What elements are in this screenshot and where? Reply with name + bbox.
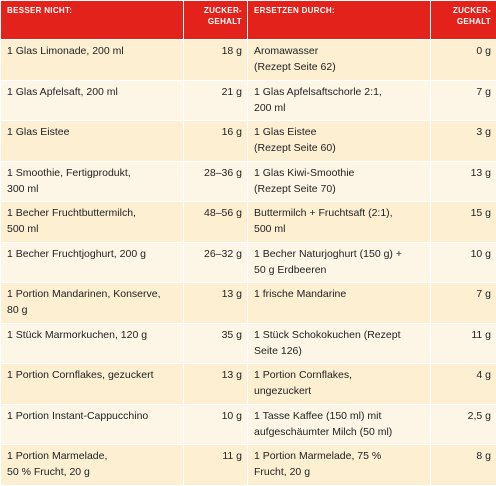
food-cell: 1 Smoothie, Fertigprodukt, 300 ml: [1, 161, 184, 202]
food-cell: 1 Portion Cornflakes, gezuckert: [1, 364, 184, 405]
sugar-cell: 10 g: [184, 404, 248, 445]
food-cell: 1 Glas Kiwi-Smoothie (Rezept Seite 70): [248, 161, 431, 202]
sugar-cell: 0 g: [431, 40, 496, 81]
food-cell: 1 Portion Marmelade, 75 % Frucht, 20 g: [248, 445, 431, 486]
header-cell: ERSETZEN DURCH:: [248, 1, 431, 40]
sugar-cell: 7 g: [431, 80, 496, 121]
sugar-cell: 10 g: [431, 242, 496, 283]
food-cell: 1 Portion Mandarinen, Konserve, 80 g: [1, 283, 184, 324]
food-cell: 1 Stück Marmorkuchen, 120 g: [1, 323, 184, 364]
sugar-cell: 28–36 g: [184, 161, 248, 202]
food-cell: 1 Portion Cornflakes, ungezuckert: [248, 364, 431, 405]
sugar-cell: 2,5 g: [431, 404, 496, 445]
sugar-cell: 3 g: [431, 121, 496, 162]
header-cell: ZUCKER- GEHALT: [431, 1, 496, 40]
food-cell: 1 Tasse Kaffee (150 ml) mit aufgeschäumt…: [248, 404, 431, 445]
food-cell: 1 Glas Apfelsaft, 200 ml: [1, 80, 184, 121]
food-cell: 1 frische Mandarine: [248, 283, 431, 324]
food-cell: 1 Glas Eistee (Rezept Seite 60): [248, 121, 431, 162]
header-cell: BESSER NICHT:: [1, 1, 184, 40]
sugar-cell: 4 g: [431, 364, 496, 405]
food-cell: 1 Stück Schokokuchen (Rezept Seite 126): [248, 323, 431, 364]
sugar-cell: 15 g: [431, 202, 496, 243]
food-cell: 1 Glas Apfelsaftschorle 2:1, 200 ml: [248, 80, 431, 121]
sugar-cell: 11 g: [431, 323, 496, 364]
sugar-cell: 35 g: [184, 323, 248, 364]
food-cell: 1 Glas Limonade, 200 ml: [1, 40, 184, 81]
food-cell: 1 Glas Eistee: [1, 121, 184, 162]
food-cell: 1 Becher Fruchtjoghurt, 200 g: [1, 242, 184, 283]
sugar-cell: 48–56 g: [184, 202, 248, 243]
food-cell: 1 Becher Fruchtbuttermilch, 500 ml: [1, 202, 184, 243]
sugar-cell: 16 g: [184, 121, 248, 162]
sugar-cell: 8 g: [431, 445, 496, 486]
sugar-cell: 21 g: [184, 80, 248, 121]
sugar-cell: 13 g: [184, 283, 248, 324]
food-cell: 1 Becher Naturjoghurt (150 g) + 50 g Erd…: [248, 242, 431, 283]
sugar-cell: 13 g: [431, 161, 496, 202]
sugar-cell: 18 g: [184, 40, 248, 81]
sugar-cell: 11 g: [184, 445, 248, 486]
food-cell: Buttermilch + Fruchtsaft (2:1), 500 ml: [248, 202, 431, 243]
food-cell: 1 Portion Marmelade, 50 % Frucht, 20 g: [1, 445, 184, 486]
food-cell: Aromawasser (Rezept Seite 62): [248, 40, 431, 81]
sugar-cell: 26–32 g: [184, 242, 248, 283]
sugar-cell: 7 g: [431, 283, 496, 324]
header-cell: ZUCKER- GEHALT: [184, 1, 248, 40]
food-cell: 1 Portion Instant-Cappucchino: [1, 404, 184, 445]
sugar-cell: 13 g: [184, 364, 248, 405]
